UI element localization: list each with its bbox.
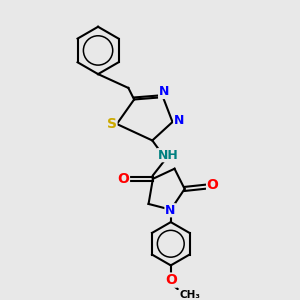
Text: N: N [165,204,175,217]
Text: O: O [207,178,218,193]
Text: CH₃: CH₃ [179,290,200,299]
Text: O: O [165,273,177,287]
Text: N: N [159,85,169,98]
Text: S: S [107,117,117,131]
Text: N: N [174,114,184,127]
Text: NH: NH [158,149,178,162]
Text: O: O [118,172,129,186]
